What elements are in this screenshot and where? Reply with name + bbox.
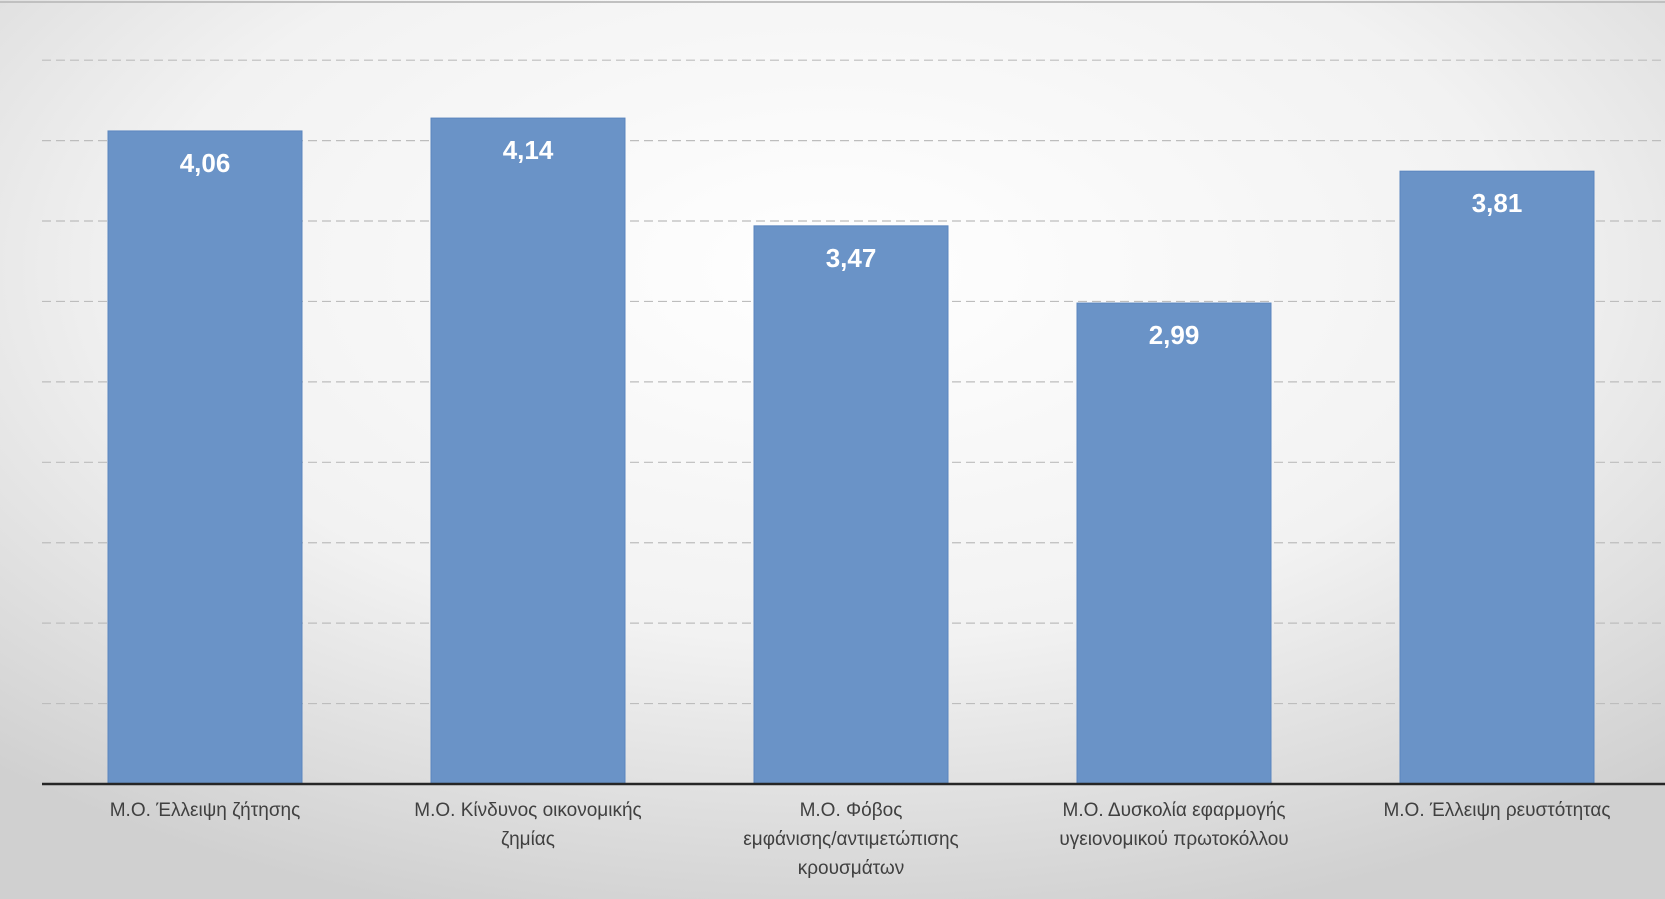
bar xyxy=(1399,170,1595,785)
x-tick-label: Μ.Ο. Φόβος εμφάνισης/αντιμετώπισης κρουσμά… xyxy=(743,800,958,879)
bar xyxy=(107,130,303,785)
x-tick-label-line: Μ.Ο. Έλλειψη ζήτησης xyxy=(110,800,301,821)
x-tick-label-line: Μ.Ο. Έλλειψη ρευστότητας xyxy=(1383,800,1610,821)
bar xyxy=(1076,302,1272,785)
x-tick-label-line: ζημίας xyxy=(501,829,555,850)
x-tick-label: Μ.Ο. Κίνδυνος οικονομικής ζημίας xyxy=(414,800,641,850)
x-tick-label-line: υγειονομικού πρωτοκόλλου xyxy=(1059,829,1288,850)
gridlines xyxy=(42,59,1665,705)
x-tick-label: Μ.Ο. Έλλειψη ρευστότητας xyxy=(1383,800,1610,821)
data-label: 4,14 xyxy=(503,135,554,165)
data-label: 4,06 xyxy=(180,148,231,178)
x-tick-label: Μ.Ο. Δυσκολία εφαρμογής υγειονομικού πρωτ… xyxy=(1059,800,1288,850)
data-label: 3,81 xyxy=(1472,188,1523,218)
x-tick-label-line: Μ.Ο. Δυσκολία εφαρμογής xyxy=(1063,800,1286,821)
bar xyxy=(753,225,949,785)
data-label: 2,99 xyxy=(1149,320,1200,350)
x-tick-label-line: εμφάνισης/αντιμετώπισης xyxy=(743,829,958,850)
x-tick-label-line: Μ.Ο. Φόβος xyxy=(800,800,903,821)
x-tick-label-line: Μ.Ο. Κίνδυνος οικονομικής xyxy=(414,800,641,821)
x-tick-label-line: κρουσμάτων xyxy=(798,858,905,879)
x-tick-label: Μ.Ο. Έλλειψη ζήτησης xyxy=(110,800,301,821)
labels: 4,06 Μ.Ο. Έλλειψη ζήτησης 4,14 Μ.Ο. Κίνδυνο… xyxy=(110,135,1611,879)
data-label: 3,47 xyxy=(826,243,877,273)
bar xyxy=(430,117,626,785)
